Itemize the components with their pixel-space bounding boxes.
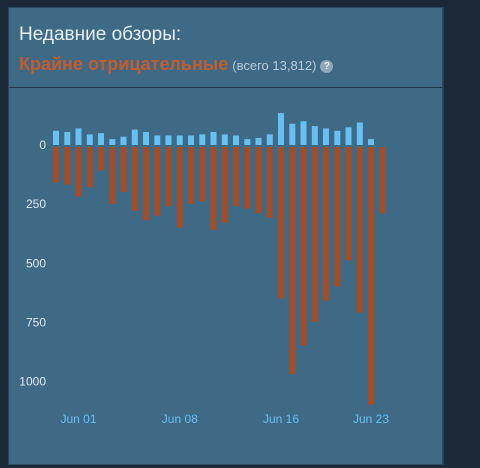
review-total-count: (всего 13,812) [232,58,317,73]
negative-bar-7[interactable] [131,147,138,211]
positive-bar-19[interactable] [266,134,273,145]
negative-bar-16[interactable] [233,147,239,207]
positive-bar-3[interactable] [86,134,93,145]
review-summary-label[interactable]: Крайне отрицательные [19,54,229,74]
positive-bar-17[interactable] [244,139,251,145]
negative-bar-24[interactable] [323,147,329,301]
reviews-header: Недавние обзоры: Крайне отрицательные (вс… [9,8,442,88]
negative-bar-14[interactable] [210,147,217,230]
y-tick-label: 500 [26,256,46,270]
x-tick-label: Jun 16 [263,412,299,426]
positive-bar-9[interactable] [154,135,161,146]
positive-bar-7[interactable] [131,129,138,145]
negative-bar-11[interactable] [176,147,183,228]
panel-edge-divider [443,7,444,465]
positive-bar-4[interactable] [98,133,104,145]
y-tick-label: 750 [26,315,46,329]
positive-bar-21[interactable] [289,123,296,145]
x-tick-label: Jun 01 [60,412,96,426]
header-divider [9,87,442,88]
positive-bar-18[interactable] [255,137,262,145]
negative-bar-17[interactable] [244,147,251,209]
negative-bar-2[interactable] [75,147,82,197]
x-tick-label: Jun 23 [353,412,389,426]
negative-bar-3[interactable] [86,147,93,188]
negative-bar-1[interactable] [64,147,71,185]
positive-bar-1[interactable] [64,132,71,145]
positive-bar-6[interactable] [120,136,127,145]
positive-bar-27[interactable] [356,122,363,146]
negative-bar-19[interactable] [266,147,273,218]
positive-bar-0[interactable] [53,130,59,145]
positive-bar-20[interactable] [278,113,284,145]
positive-bar-26[interactable] [345,127,352,145]
negative-bar-21[interactable] [289,147,296,374]
positive-bar-16[interactable] [233,135,239,146]
negative-bar-6[interactable] [120,147,127,192]
y-tick-label: 1000 [19,375,46,389]
negative-bar-18[interactable] [255,147,262,214]
positive-bar-8[interactable] [143,132,149,145]
positive-bar-2[interactable] [75,128,82,145]
negative-bar-12[interactable] [188,147,194,204]
y-tick-label: 0 [39,138,46,152]
x-tick-label: Jun 08 [162,412,198,426]
negative-bar-15[interactable] [221,147,228,223]
positive-bar-12[interactable] [188,135,194,146]
positive-bar-14[interactable] [210,132,217,145]
positive-bar-13[interactable] [199,134,206,145]
positive-bar-10[interactable] [165,135,172,146]
positive-bar-24[interactable] [323,128,329,145]
positive-bar-22[interactable] [300,121,307,145]
positive-bar-25[interactable] [334,130,341,145]
positive-bar-28[interactable] [368,139,374,145]
negative-bar-28[interactable] [368,147,374,405]
negative-bar-9[interactable] [154,147,161,216]
positive-bar-5[interactable] [109,139,116,145]
negative-bar-23[interactable] [311,147,318,322]
help-icon[interactable]: ? [320,60,334,73]
negative-bar-27[interactable] [356,147,363,313]
y-tick-label: 250 [26,197,46,211]
review-summary-line: Крайне отрицательные (всего 13,812)? [19,54,334,75]
negative-bar-25[interactable] [334,147,341,287]
negative-bar-22[interactable] [300,147,307,346]
negative-bar-20[interactable] [278,147,284,299]
negative-bar-29[interactable] [379,147,386,214]
negative-bar-8[interactable] [143,147,149,221]
positive-bar-15[interactable] [221,134,228,145]
negative-bar-26[interactable] [345,147,352,261]
negative-bar-4[interactable] [98,147,104,171]
negative-bar-10[interactable] [165,147,172,207]
negative-bar-13[interactable] [199,147,206,202]
negative-bar-5[interactable] [109,147,116,204]
positive-bar-23[interactable] [311,126,318,145]
positive-bar-11[interactable] [176,135,183,146]
recent-reviews-title: Недавние обзоры: [19,24,182,45]
negative-bar-0[interactable] [53,147,59,183]
